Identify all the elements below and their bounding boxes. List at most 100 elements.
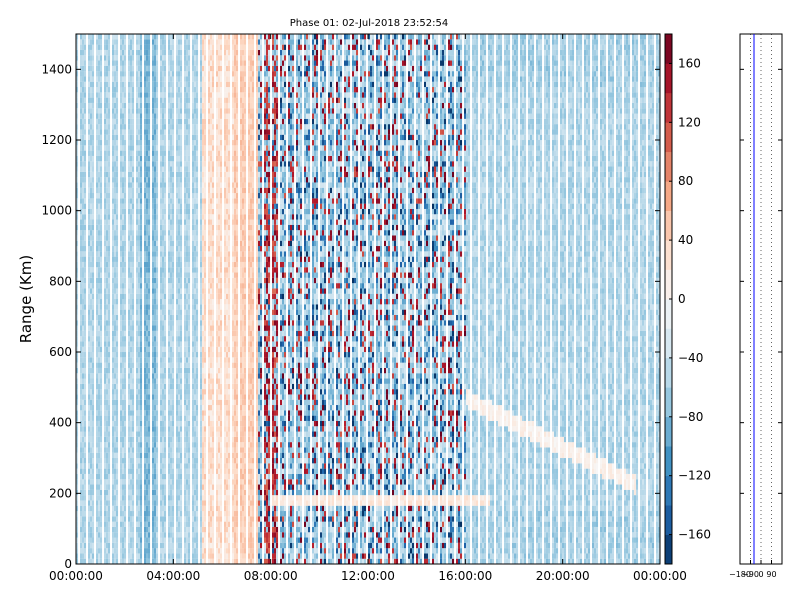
heatmap-cell [80,347,82,352]
heatmap-cell [100,214,102,219]
heatmap-cell [132,511,134,516]
heatmap-cell [184,114,186,119]
heatmap-cell [144,400,146,405]
heatmap-cell [116,368,118,373]
heatmap-cell [146,490,148,495]
heatmap-cell [138,389,140,394]
heatmap-cell [80,500,82,505]
heatmap-cell [144,241,146,246]
heatmap-cell [132,119,134,124]
heatmap-cell [92,66,94,71]
heatmap-cell [192,485,194,490]
heatmap-cell [144,320,146,325]
heatmap-cell [146,39,148,44]
heatmap-cell [184,124,186,129]
heatmap-cell [88,347,90,352]
heatmap-cell [144,511,146,516]
heatmap-cell [138,273,140,278]
heatmap-cell [168,76,170,81]
heatmap-cell [108,299,110,304]
heatmap-cell [152,135,154,140]
heatmap-cell [148,92,150,97]
heatmap-cell [196,320,198,325]
heatmap-cell [188,548,190,553]
heatmap-cell [186,76,188,81]
heatmap-cell [202,193,204,198]
heatmap-cell [176,278,178,283]
heatmap-cell [184,294,186,299]
heatmap-cell [146,225,148,230]
heatmap-cell [152,230,154,235]
heatmap-cell [176,61,178,66]
heatmap-cell [204,410,206,415]
heatmap-cell [108,331,110,336]
heatmap-cell [184,310,186,315]
heatmap-cell [82,559,84,564]
heatmap-cell [114,442,116,447]
heatmap-cell [208,225,210,230]
heatmap-cell [140,474,142,479]
heatmap-cell [130,135,132,140]
heatmap-cell [164,50,166,55]
heatmap-cell [80,410,82,415]
heatmap-cell [138,220,140,225]
heatmap-cell [140,548,142,553]
heatmap-cell [168,432,170,437]
heatmap-cell [104,246,106,251]
heatmap-cell [100,485,102,490]
heatmap-cell [168,188,170,193]
heatmap-cell [180,135,182,140]
heatmap-cell [162,66,164,71]
heatmap-cell [130,479,132,484]
heatmap-cell [122,389,124,394]
heatmap-cell [160,92,162,97]
heatmap-cell [98,538,100,543]
heatmap-cell [168,495,170,500]
heatmap-cell [92,320,94,325]
heatmap-cell [100,548,102,553]
heatmap-cell [168,151,170,156]
heatmap-cell [202,161,204,166]
heatmap-cell [156,119,158,124]
heatmap-cell [90,352,92,357]
heatmap-cell [138,119,140,124]
heatmap-cell [82,251,84,256]
heatmap-cell [98,543,100,548]
heatmap-cell [104,92,106,97]
heatmap-cell [124,262,126,267]
heatmap-cell [164,341,166,346]
heatmap-cell [178,389,180,394]
heatmap-cell [106,103,108,108]
heatmap-cell [114,432,116,437]
heatmap-cell [82,71,84,76]
heatmap-cell [130,532,132,537]
heatmap-cell [84,384,86,389]
heatmap-cell [156,341,158,346]
heatmap-cell [112,373,114,378]
heatmap-cell [90,145,92,150]
heatmap-cell [144,76,146,81]
heatmap-cell [128,145,130,150]
heatmap-cell [152,66,154,71]
heatmap-cell [192,506,194,511]
heatmap-cell [208,230,210,235]
heatmap-cell [196,108,198,113]
heatmap-cell [92,204,94,209]
heatmap-cell [170,543,172,548]
heatmap-cell [188,400,190,405]
heatmap-cell [170,490,172,495]
heatmap-cell [156,257,158,262]
heatmap-cell [180,103,182,108]
heatmap-cell [84,485,86,490]
heatmap-cell [104,394,106,399]
heatmap-cell [122,188,124,193]
heatmap-cell [112,315,114,320]
heatmap-cell [112,92,114,97]
heatmap-cell [84,310,86,315]
heatmap-cell [184,188,186,193]
heatmap-cell [180,39,182,44]
heatmap-cell [204,294,206,299]
heatmap-cell [208,559,210,564]
heatmap-cell [92,87,94,92]
heatmap-cell [122,182,124,187]
